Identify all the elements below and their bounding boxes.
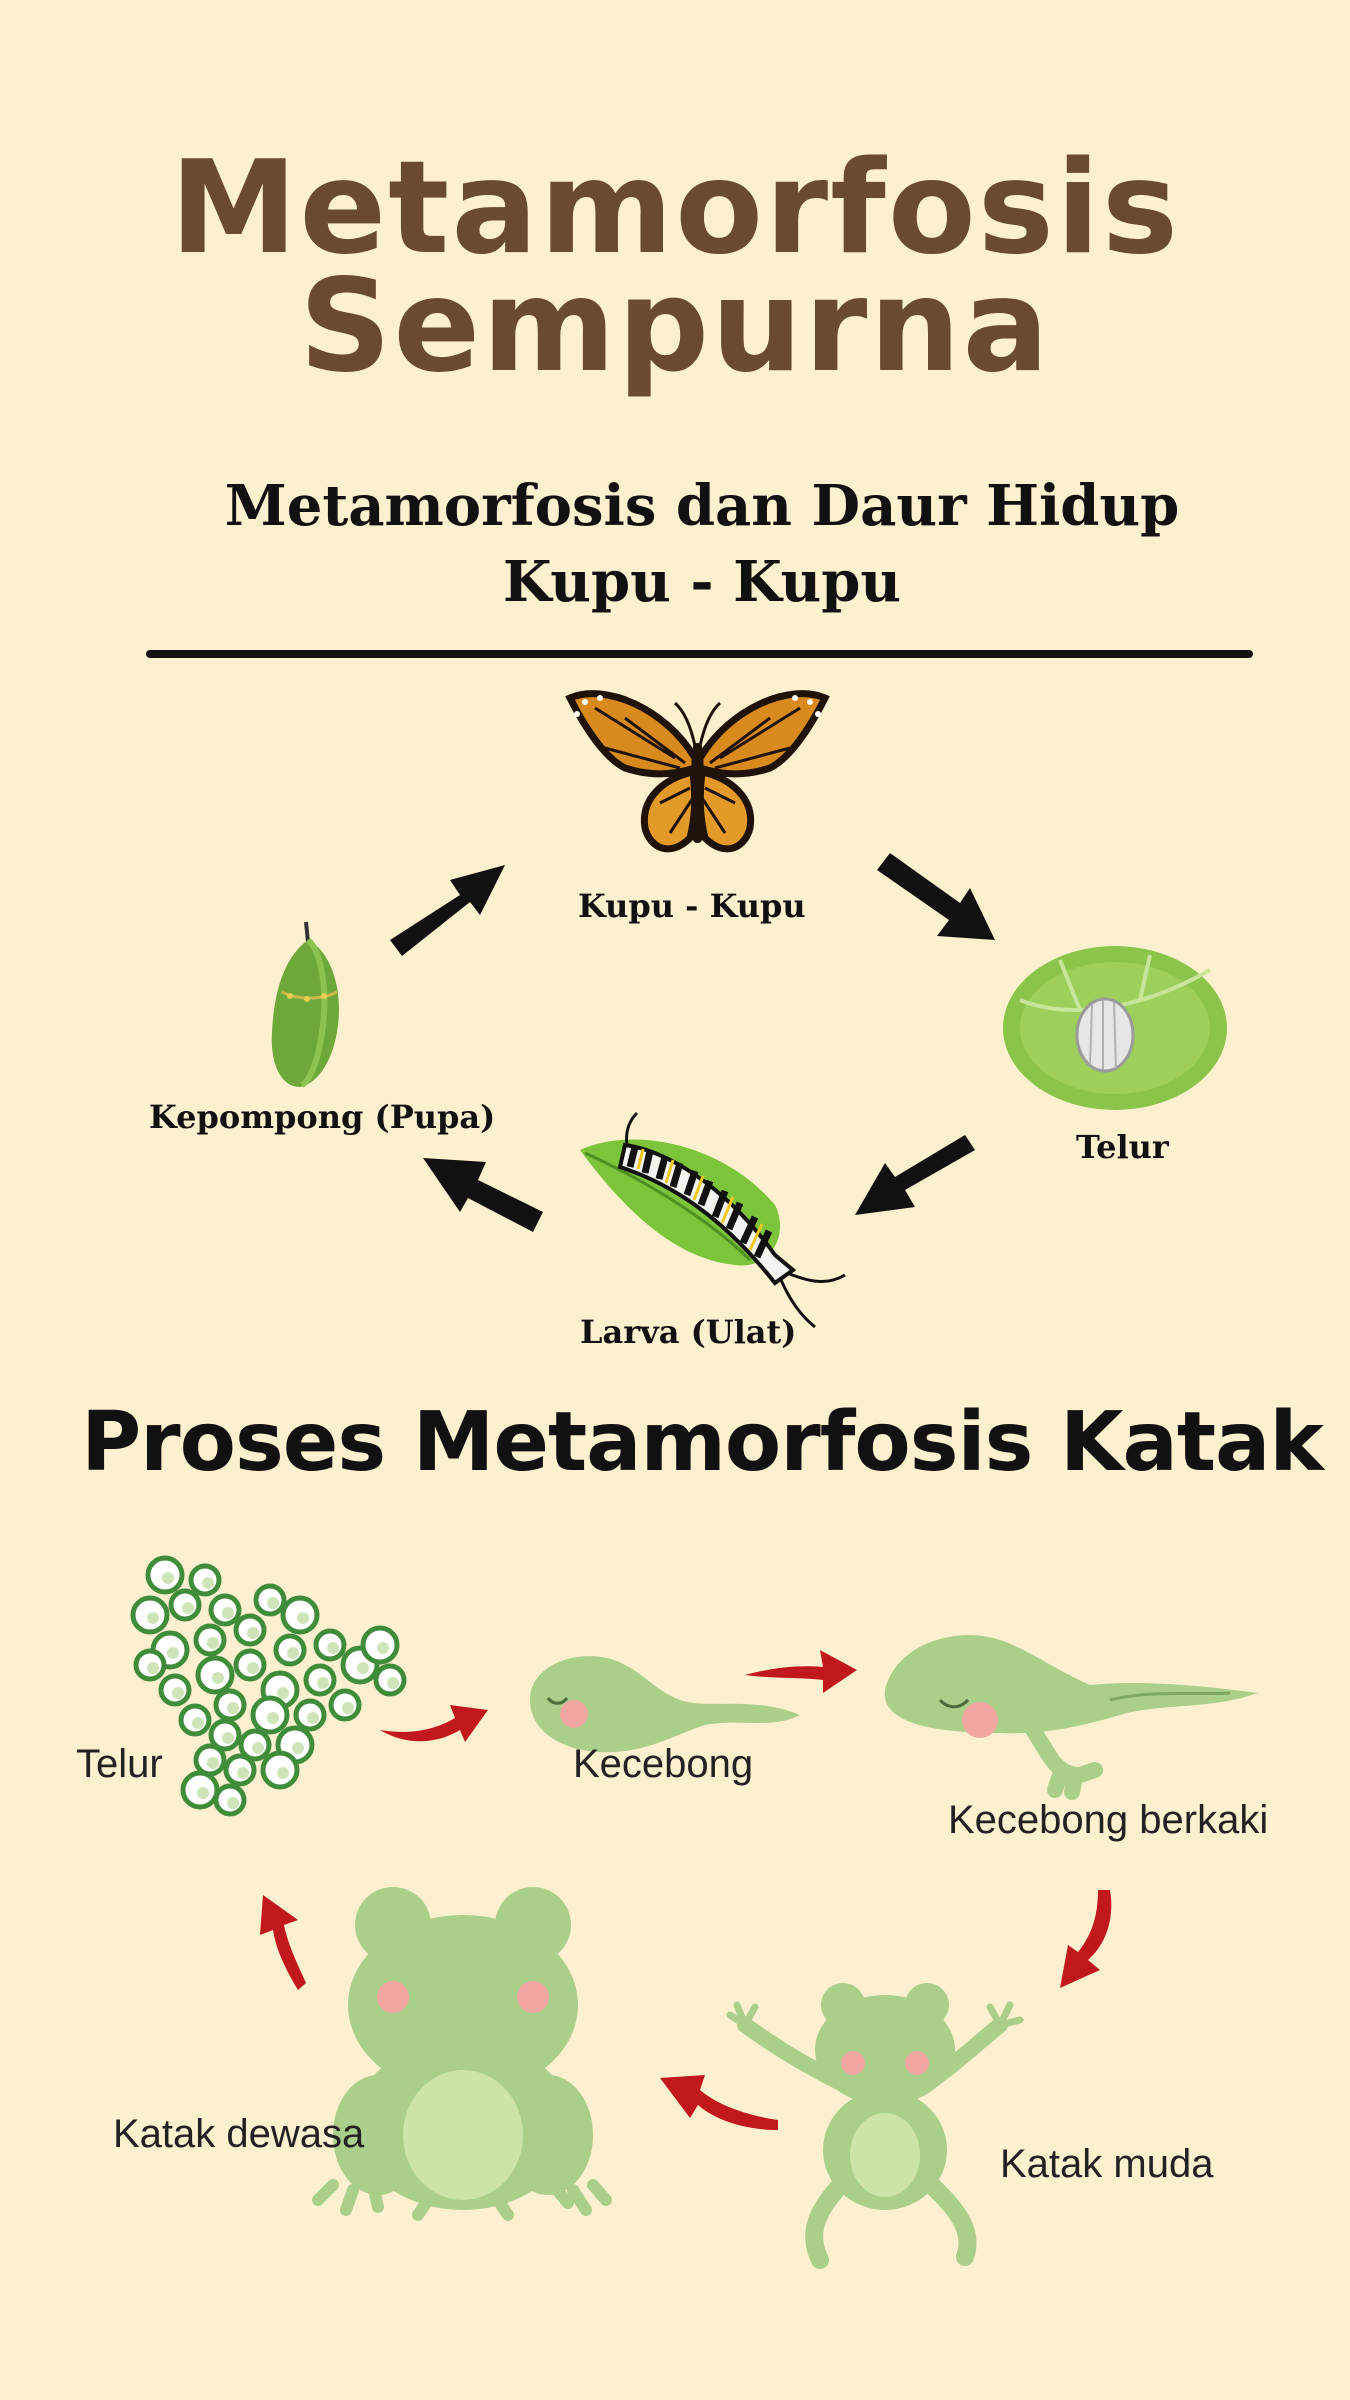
frog-egg-core: [252, 1742, 264, 1754]
frog-egg-core: [172, 1687, 184, 1699]
label-katak-dewasa: Katak dewasa: [113, 2112, 365, 2156]
page-title: Metamorfosis Sempurna: [0, 134, 1350, 401]
tadpole-with-legs-illustration: [884, 1635, 1258, 1800]
butterfly-heading-line-2: Kupu - Kupu: [502, 549, 902, 615]
frog-egg-core: [227, 1702, 239, 1714]
title-line-2: Sempurna: [299, 252, 1051, 401]
frog-egg-core: [317, 1677, 329, 1689]
frog-egg-core: [297, 1612, 309, 1624]
frog-egg-core: [222, 1607, 234, 1619]
frog-egg-core: [377, 1642, 389, 1654]
frog-egg-core: [387, 1677, 399, 1689]
label-telur-frog: Telur: [76, 1742, 163, 1786]
section-divider: [146, 650, 1253, 658]
frog-egg-core: [192, 1717, 204, 1729]
young-frog-illustration: [726, 1983, 1024, 2269]
frog-egg-core: [307, 1712, 319, 1724]
frog-egg-core: [167, 1647, 179, 1659]
label-katak-muda: Katak muda: [1000, 2142, 1214, 2186]
arrow-adult-to-egg-icon: [260, 1895, 306, 1990]
frog-egg-core: [197, 1787, 209, 1799]
arrow-tadpole-to-legged-icon: [745, 1650, 857, 1693]
frog-egg-core: [212, 1672, 224, 1684]
frog-egg-core: [327, 1642, 339, 1654]
butterfly-heading: Metamorfosis dan Daur Hidup Kupu - Kupu: [0, 468, 1350, 620]
label-kecebong-berkaki: Kecebong berkaki: [948, 1798, 1269, 1842]
frog-egg-core: [202, 1577, 214, 1589]
title-line-1: Metamorfosis: [169, 134, 1181, 283]
frog-egg-core: [292, 1742, 304, 1754]
egg-on-leaf-illustration: [1003, 946, 1227, 1110]
arrow-butterfly-to-egg-icon: [877, 853, 995, 940]
butterfly-heading-line-1: Metamorfosis dan Daur Hidup: [224, 473, 1180, 539]
frog-egg-core: [277, 1687, 289, 1699]
arrow-egg-to-larva-icon: [855, 1135, 975, 1215]
arrow-froglet-to-adult-icon: [660, 2075, 778, 2130]
frog-egg-core: [287, 1647, 299, 1659]
frog-egg-core: [247, 1627, 259, 1639]
frog-egg-core: [277, 1767, 289, 1779]
arrow-pupa-to-butterfly-icon: [390, 865, 505, 956]
frog-egg-core: [147, 1662, 159, 1674]
butterfly-illustration: [565, 690, 830, 853]
arrow-egg-to-tadpole-icon: [380, 1705, 488, 1742]
frog-egg-core: [357, 1662, 369, 1674]
label-telur-butterfly: Telur: [1076, 1128, 1169, 1166]
frog-egg-core: [342, 1702, 354, 1714]
frog-egg-core: [267, 1712, 279, 1724]
frog-eggs-illustration: [130, 1555, 407, 1817]
frog-egg-core: [207, 1637, 219, 1649]
frog-egg-core: [182, 1602, 194, 1614]
frog-egg-core: [222, 1732, 234, 1744]
frog-egg-core: [162, 1572, 174, 1584]
frog-egg-core: [237, 1767, 249, 1779]
frog-egg-core: [207, 1757, 219, 1769]
adult-frog-illustration: [312, 1887, 612, 2221]
frog-egg-core: [247, 1662, 259, 1674]
arrow-larva-to-pupa-icon: [423, 1158, 543, 1232]
frog-egg-core: [227, 1797, 239, 1809]
label-kupu-kupu: Kupu - Kupu: [578, 887, 806, 925]
frog-egg-core: [267, 1597, 279, 1609]
label-kecebong: Kecebong: [573, 1742, 754, 1786]
caterpillar-illustration: [580, 1111, 846, 1329]
frog-egg-core: [147, 1612, 159, 1624]
label-larva: Larva (Ulat): [580, 1313, 797, 1351]
chrysalis-illustration: [271, 921, 339, 1088]
tadpole-illustration: [530, 1656, 800, 1753]
label-kepompong: Kepompong (Pupa): [149, 1098, 496, 1136]
arrow-legged-to-froglet-icon: [1060, 1890, 1112, 1988]
frog-heading: Proses Metamorfosis Katak: [81, 1395, 1324, 1490]
